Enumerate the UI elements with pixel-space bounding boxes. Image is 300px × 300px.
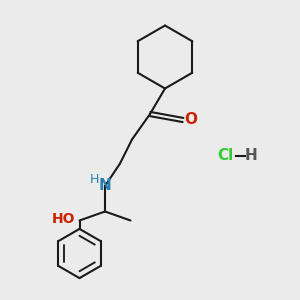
Text: O: O bbox=[184, 112, 197, 128]
Text: H: H bbox=[90, 173, 99, 186]
Text: H: H bbox=[244, 148, 257, 164]
Text: Cl: Cl bbox=[217, 148, 233, 164]
Text: HO: HO bbox=[52, 212, 75, 226]
Text: N: N bbox=[99, 178, 111, 194]
